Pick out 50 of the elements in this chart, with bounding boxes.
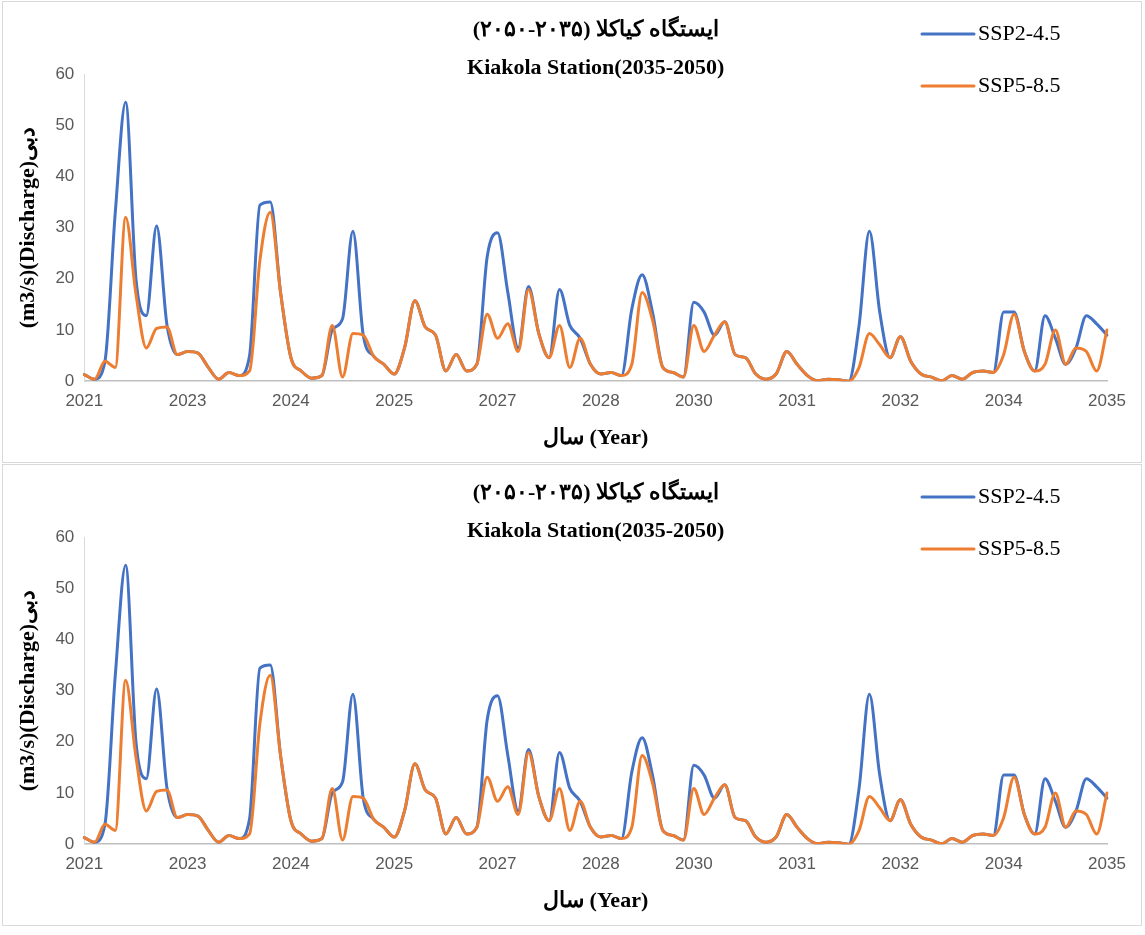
x-tick-label: 2024 (272, 854, 310, 874)
x-tick-label: 2025 (375, 854, 414, 874)
y-tick-label: 0 (64, 370, 75, 390)
x-tick-label: 2024 (272, 391, 310, 411)
legend-label: SSP2-4.5 (978, 482, 1061, 508)
x-tick-label: 2028 (581, 391, 620, 411)
x-tick-label: 2034 (984, 391, 1023, 411)
x-tick-label: 2028 (581, 854, 620, 874)
chart-subtitle: Kiakola Station(2035-2050) (467, 53, 725, 79)
y-tick-label: 10 (55, 782, 75, 802)
y-tick-label: 30 (55, 217, 75, 237)
y-tick-label: 40 (55, 629, 75, 649)
x-tick-label: 2032 (881, 391, 920, 411)
x-tick-label: 2023 (168, 854, 207, 874)
x-tick-label: 2035 (1088, 391, 1126, 411)
line-series (82, 210, 1109, 382)
y-tick-label: 40 (55, 166, 75, 186)
legend-label: SSP5-8.5 (978, 534, 1061, 560)
y-tick-label: 60 (55, 63, 75, 83)
x-tick-label: 2021 (65, 391, 104, 411)
y-tick-label: 0 (64, 833, 75, 853)
y-tick-label: 20 (55, 268, 75, 288)
legend-label: SSP5-8.5 (978, 71, 1061, 97)
chart-title: ایستگاه کیاکلا (۲۰۳۵-۲۰۵۰) (472, 477, 719, 504)
x-tick-label: 2027 (478, 854, 517, 874)
y-tick-label: 60 (55, 526, 75, 546)
y-tick-label: 50 (55, 114, 75, 134)
chart-title: ایستگاه کیاکلا (۲۰۳۵-۲۰۵۰) (472, 14, 719, 41)
y-tick-label: 20 (55, 731, 75, 751)
x-tick-label: 2030 (674, 854, 713, 874)
y-axis-title: (m3/s)(Discharge)دبی (13, 126, 39, 329)
line-series (82, 673, 1109, 845)
y-tick-label: 30 (55, 680, 75, 700)
x-axis-title: سال (Year) (543, 424, 649, 450)
x-tick-label: 2031 (778, 854, 817, 874)
legend-label: SSP2-4.5 (978, 19, 1061, 45)
chart-subtitle: Kiakola Station(2035-2050) (467, 516, 725, 542)
x-tick-label: 2027 (478, 391, 517, 411)
x-tick-label: 2023 (168, 391, 207, 411)
y-tick-label: 50 (55, 577, 75, 597)
x-axis-title: سال (Year) (543, 887, 649, 913)
x-tick-label: 2025 (375, 391, 414, 411)
x-tick-label: 2031 (778, 391, 817, 411)
x-tick-label: 2032 (881, 854, 920, 874)
y-axis-title: (m3/s)(Discharge)دبی (13, 589, 39, 792)
x-tick-label: 2021 (65, 854, 104, 874)
x-tick-label: 2035 (1088, 854, 1126, 874)
y-tick-label: 10 (55, 319, 75, 339)
x-tick-label: 2030 (674, 391, 713, 411)
x-tick-label: 2034 (984, 854, 1023, 874)
